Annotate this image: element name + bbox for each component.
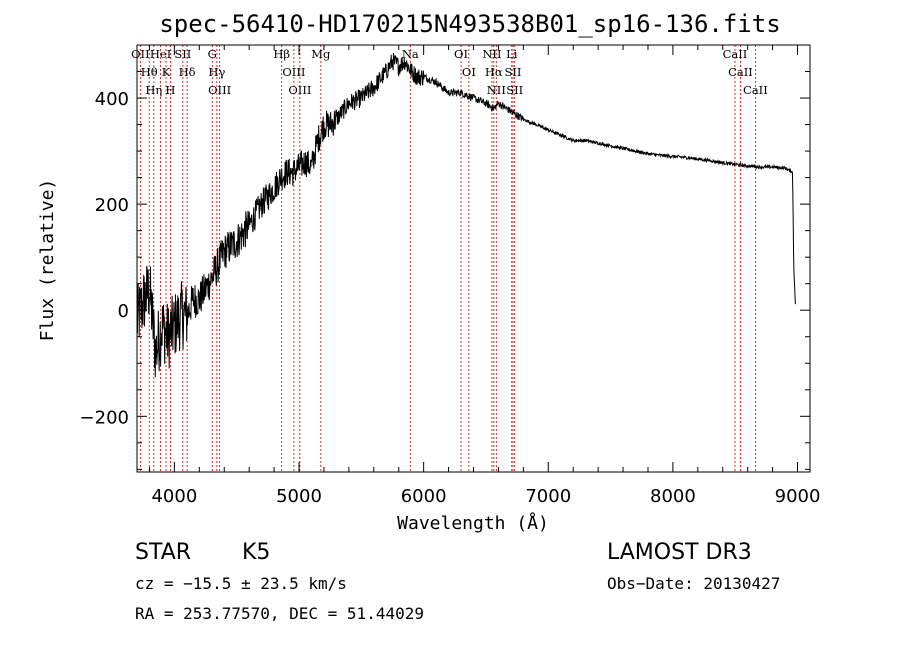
plot-frame <box>136 44 811 473</box>
line-marker-label: G <box>208 47 217 61</box>
x-axis-label: Wavelength (Å) <box>397 512 549 534</box>
line-marker-label: OIII <box>288 83 311 97</box>
line-marker-label: OI <box>454 47 468 61</box>
line-marker-label: H <box>165 83 175 97</box>
y-tick-label: 0 <box>118 301 129 322</box>
redshift-cz: cz = −15.5 ± 23.5 km/s <box>135 574 347 593</box>
line-marker-label: NII <box>482 47 501 61</box>
x-tick-label: 4000 <box>151 486 197 507</box>
obs-date: Obs−Date: 20130427 <box>607 574 780 593</box>
line-marker-label: Hα <box>485 65 503 79</box>
y-axis-label: Flux (relative) <box>37 179 58 342</box>
line-marker-label: HeI <box>150 47 171 61</box>
line-marker-label: Hγ <box>208 65 225 79</box>
survey-name: LAMOST DR3 <box>607 540 752 565</box>
object-class: STAR <box>135 540 191 565</box>
y-tick-label: 400 <box>95 89 129 110</box>
object-subclass: K5 <box>242 540 270 565</box>
line-marker-label: SII <box>506 83 523 97</box>
y-tick-label: −200 <box>80 407 129 428</box>
line-marker-label: Hβ <box>273 47 290 61</box>
spectrum-line <box>136 52 796 378</box>
spectrum-series <box>136 52 796 378</box>
line-marker-label: SII <box>505 65 522 79</box>
line-markers <box>139 45 756 472</box>
line-marker-label: CaII <box>743 83 768 97</box>
x-axis-ticks: 4000 5000 6000 7000 8000 9000 <box>148 45 821 507</box>
x-tick-label: 8000 <box>650 486 696 507</box>
line-marker-labels: OII Hθ Hη HeI KH SII Hδ G Hγ OIII Hβ OIII OIII Mg Na OI… <box>131 47 768 97</box>
line-marker-label: OI <box>462 65 476 79</box>
line-marker-label: K <box>162 65 171 79</box>
line-marker-label: Hθ <box>141 65 158 79</box>
x-tick-label: 6000 <box>401 486 447 507</box>
x-tick-label: 5000 <box>276 486 322 507</box>
line-marker-label: NII <box>487 83 506 97</box>
line-marker-label: CaII <box>723 47 748 61</box>
line-marker-label: Mg <box>311 47 331 61</box>
line-marker-label: Hη <box>145 83 162 97</box>
line-marker-label: OIII <box>282 65 305 79</box>
line-marker-label: Li <box>506 47 518 61</box>
ra-dec-coords: RA = 253.77570, DEC = 51.44029 <box>135 604 424 623</box>
x-tick-label: 7000 <box>525 486 571 507</box>
line-marker-label: CaII <box>728 65 753 79</box>
line-marker-label: SII <box>174 47 191 61</box>
line-marker-label: OIII <box>208 83 231 97</box>
y-tick-label: 200 <box>95 195 129 216</box>
line-marker-label: Na <box>402 47 419 61</box>
line-marker-label: OII <box>131 47 150 61</box>
y-axis-ticks: −200 0 200 400 <box>80 44 810 470</box>
x-tick-label: 9000 <box>775 486 821 507</box>
line-marker-label: Hδ <box>179 65 196 79</box>
chart-title: spec-56410-HD170215N493538B01_sp16-136.f… <box>159 10 780 38</box>
